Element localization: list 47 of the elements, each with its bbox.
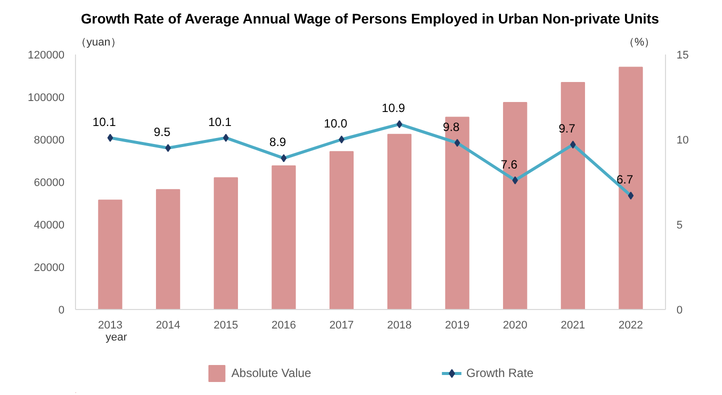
data-label: 9.5 [154, 125, 171, 139]
data-label: 8.9 [269, 135, 286, 150]
y-axis-title: （yuan） [75, 36, 122, 48]
bar [156, 189, 180, 310]
data-label: 10.1 [92, 114, 116, 129]
bar [387, 134, 412, 310]
data-label: 9.7 [558, 122, 576, 136]
y-tick-label: 60000 [34, 177, 65, 189]
legend-label: Growth Rate [466, 366, 534, 380]
x-tick-label: 2013 [98, 320, 122, 332]
y-tick-label: 40000 [34, 220, 65, 232]
y2-tick-label: 15 [676, 50, 689, 62]
y-tick-label: 20000 [34, 262, 65, 274]
x-tick-label: 2020 [502, 320, 528, 332]
x-tick-label: 2016 [272, 320, 296, 332]
y2-tick-label: 0 [676, 304, 683, 316]
y-tick-label: 100000 [28, 92, 65, 104]
data-label: 6.7 [616, 172, 634, 187]
x-tick-label: 2022 [618, 320, 644, 332]
bar [98, 200, 122, 310]
data-label: 10.9 [382, 101, 406, 116]
data-label: 7.6 [500, 157, 518, 172]
legend-label: Absolute Value [231, 366, 312, 380]
bar [618, 66, 643, 310]
y2-tick-label: 5 [676, 220, 683, 232]
y-tick-label: 80000 [34, 134, 65, 146]
y2-axis-title: （%） [623, 36, 656, 48]
x-axis-title: year [106, 332, 128, 344]
x-tick-label: 2014 [156, 320, 180, 332]
bar [503, 102, 528, 310]
data-label: 9.8 [442, 120, 460, 134]
bar [560, 82, 586, 310]
y-tick-label: 0 [58, 304, 65, 316]
y2-tick-label: 10 [676, 134, 689, 146]
data-label: 10.0 [324, 116, 348, 130]
data-label: 10.1 [208, 114, 232, 129]
y-tick-label: 120000 [28, 50, 65, 62]
x-tick-label: 2017 [329, 320, 354, 332]
x-tick-label: 2015 [214, 320, 238, 332]
x-tick-label: 2018 [387, 320, 412, 332]
x-tick-label: 2019 [445, 320, 470, 332]
bar [445, 116, 470, 310]
bar [214, 177, 238, 310]
bar [330, 151, 354, 310]
chart-title: Growth Rate of Average Annual Wage of Persons Employed in Urban Non-private Units [80, 10, 660, 26]
x-tick-label: 2021 [560, 320, 586, 332]
bar [272, 165, 296, 310]
